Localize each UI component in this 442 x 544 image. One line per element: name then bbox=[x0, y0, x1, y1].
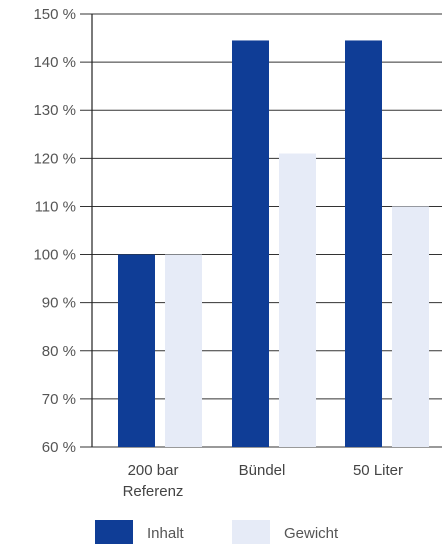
bar-inhalt-2 bbox=[345, 40, 382, 447]
y-tick-label: 110 % bbox=[35, 198, 76, 215]
legend-label-gewicht: Gewicht bbox=[284, 525, 339, 542]
bar-inhalt-0 bbox=[118, 254, 155, 447]
bar-gewicht-2 bbox=[392, 206, 429, 447]
x-category-label: 50 Liter bbox=[353, 462, 403, 479]
y-tick-label: 150 % bbox=[33, 6, 76, 23]
legend-swatch-gewicht bbox=[232, 520, 270, 544]
y-axis-ticks: 150 % 140 % 130 % 120 % 110 % 100 % 90 % 80 % 70… bbox=[33, 6, 76, 456]
y-tick-label: 70 % bbox=[42, 391, 76, 408]
y-tick-label: 100 % bbox=[33, 247, 76, 264]
legend: Inhalt Gewicht bbox=[95, 520, 339, 544]
bar-inhalt-1 bbox=[232, 40, 269, 447]
bars bbox=[118, 40, 429, 447]
y-tick-label: 130 % bbox=[33, 102, 76, 119]
x-category-label: Bündel bbox=[239, 462, 286, 479]
y-tick-label: 80 % bbox=[42, 343, 76, 360]
bar-gewicht-1 bbox=[279, 153, 316, 447]
y-tick-label: 60 % bbox=[42, 439, 76, 456]
bar-gewicht-0 bbox=[165, 254, 202, 447]
x-category-label: 200 bar Referenz bbox=[123, 462, 184, 500]
y-tick-label: 140 % bbox=[33, 54, 76, 71]
legend-label-inhalt: Inhalt bbox=[147, 525, 185, 542]
y-tick-label: 90 % bbox=[42, 295, 76, 312]
y-tick-label: 120 % bbox=[33, 150, 76, 167]
legend-swatch-inhalt bbox=[95, 520, 133, 544]
x-axis-labels: 200 bar Referenz Bündel 50 Liter bbox=[123, 462, 403, 500]
